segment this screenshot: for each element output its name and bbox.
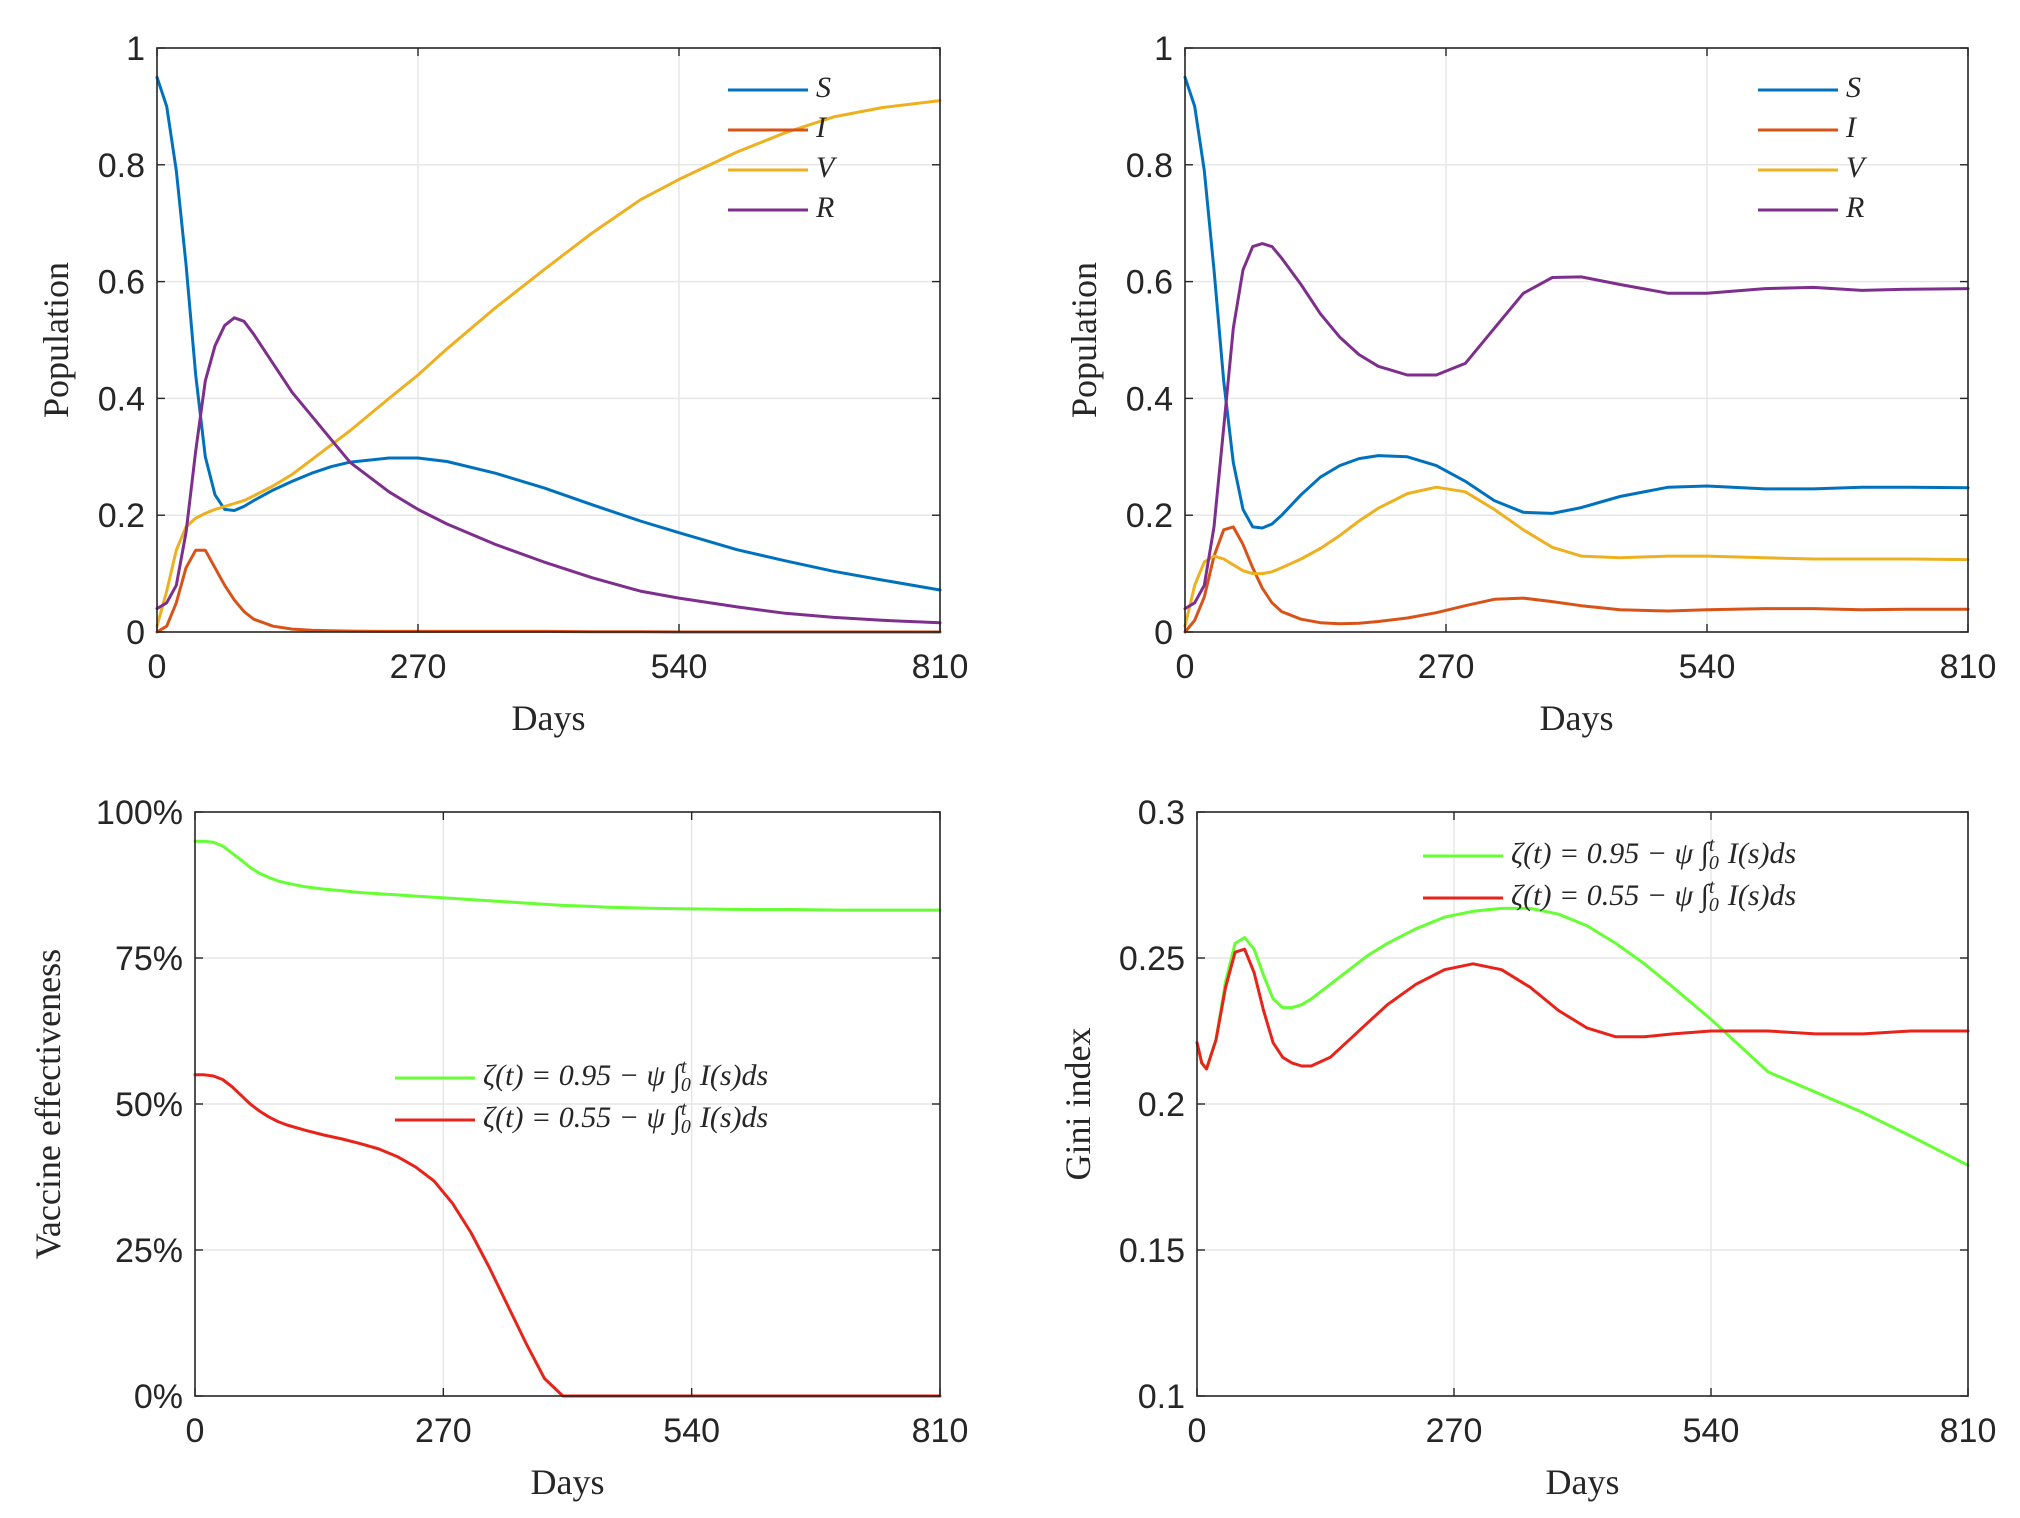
x-tick-label: 810	[912, 1412, 969, 1450]
series-line-1	[1195, 947, 1970, 1071]
x-tick-label: 270	[1418, 648, 1475, 686]
y-tick-label: 0.3	[1138, 794, 1185, 832]
x-tick-label: 0	[148, 648, 167, 686]
y-tick-label: 0	[126, 614, 145, 652]
series-line-0	[193, 839, 942, 912]
series-line-1	[1183, 525, 1970, 634]
x-tick-label: 810	[912, 648, 969, 686]
legend-label-0: S	[1846, 71, 1861, 104]
y-tick-label: 0.2	[1138, 1086, 1185, 1124]
y-tick-label: 0%	[134, 1378, 183, 1416]
x-axis-label: Days	[1540, 698, 1614, 738]
legend: ζ(t) = 0.95 − ψ ∫0t I(s)dsζ(t) = 0.55 − …	[1423, 834, 1796, 916]
legend-label-0: ζ(t) = 0.95 − ψ ∫0t I(s)ds	[1511, 834, 1796, 874]
y-axis-label: Population	[1064, 262, 1104, 418]
legend-label-2: V	[816, 151, 838, 184]
legend-label-1: I	[815, 111, 828, 144]
y-tick-label: 50%	[115, 1086, 183, 1124]
series-line-3	[155, 316, 942, 625]
y-tick-label: 75%	[115, 940, 183, 978]
x-axis-label: Days	[512, 698, 586, 738]
axes-box	[156, 47, 941, 633]
x-axis-label: Days	[1546, 1462, 1620, 1502]
series-line-2	[1183, 485, 1970, 628]
x-tick-label: 270	[390, 648, 447, 686]
y-tick-label: 0.8	[1126, 147, 1173, 185]
y-tick-label: 100%	[96, 794, 183, 832]
chart-panel-top-right: 0 270 540 810 0 0.2 0.4 0.6 0.8 1 Days Population SI…	[1064, 30, 1996, 738]
y-tick-label: 0.2	[98, 497, 145, 535]
y-axis-label: Population	[36, 262, 76, 418]
legend-label-0: ζ(t) = 0.95 − ψ ∫0t I(s)ds	[483, 1056, 768, 1096]
y-tick-label: 0.1	[1138, 1378, 1185, 1416]
x-tick-label: 0	[1176, 648, 1195, 686]
axes-box	[1184, 47, 1969, 633]
x-tick-label: 540	[663, 1412, 720, 1450]
x-tick-label: 0	[186, 1412, 205, 1450]
y-axis-label: Gini index	[1058, 1028, 1098, 1181]
legend-label-1: I	[1845, 111, 1858, 144]
y-tick-label: 0	[1154, 614, 1173, 652]
chart-panel-bottom-right: 0 270 540 810 0.1 0.15 0.2 0.25 0.3 Days Gini inde…	[1058, 794, 1996, 1502]
x-axis-label: Days	[531, 1462, 605, 1502]
legend-label-1: ζ(t) = 0.55 − ψ ∫0t I(s)ds	[1511, 876, 1796, 916]
legend-label-3: R	[815, 191, 834, 224]
chart-panel-top-left: 0 270 540 810 0 0.2 0.4 0.6 0.8 1 Days Population SI…	[36, 30, 968, 738]
series-line-0	[1195, 906, 1970, 1167]
plot-area	[157, 48, 940, 632]
chart-panel-bottom-left: 0 270 540 810 0% 25% 50% 75% 100% Days Vaccine eff…	[28, 794, 968, 1502]
legend-label-1: ζ(t) = 0.55 − ψ ∫0t I(s)ds	[483, 1098, 768, 1138]
series-line-0	[155, 75, 942, 592]
legend: ζ(t) = 0.95 − ψ ∫0t I(s)dsζ(t) = 0.55 − …	[395, 1056, 768, 1138]
x-tick-label: 540	[651, 648, 708, 686]
x-tick-label: 270	[415, 1412, 472, 1450]
y-tick-label: 0.15	[1119, 1232, 1185, 1270]
y-tick-label: 0.2	[1126, 497, 1173, 535]
x-tick-label: 270	[1426, 1412, 1483, 1450]
y-tick-label: 0.8	[98, 147, 145, 185]
x-tick-label: 810	[1940, 1412, 1997, 1450]
x-tick-label: 0	[1188, 1412, 1207, 1450]
y-tick-label: 1	[126, 30, 145, 68]
legend-label-0: S	[816, 71, 831, 104]
y-tick-label: 0.4	[98, 380, 145, 418]
series-line-0	[1183, 75, 1970, 530]
legend-label-2: V	[1846, 151, 1868, 184]
x-tick-label: 540	[1683, 1412, 1740, 1450]
plot-area	[1185, 48, 1968, 632]
y-tick-label: 0.6	[1126, 264, 1173, 302]
y-tick-label: 0.25	[1119, 940, 1185, 978]
series-line-2	[155, 99, 942, 628]
y-tick-label: 0.4	[1126, 380, 1173, 418]
x-tick-label: 810	[1940, 648, 1997, 686]
y-tick-label: 25%	[115, 1232, 183, 1270]
legend-label-3: R	[1845, 191, 1864, 224]
y-tick-label: 1	[1154, 30, 1173, 68]
series-line-3	[1183, 242, 1970, 611]
y-axis-label: Vaccine effectiveness	[28, 949, 68, 1259]
x-tick-label: 540	[1679, 648, 1736, 686]
y-tick-label: 0.6	[98, 264, 145, 302]
